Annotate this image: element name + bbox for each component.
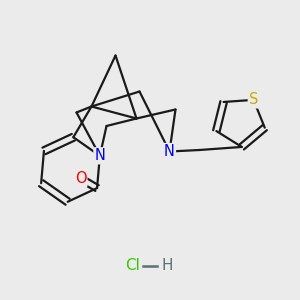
Text: N: N: [164, 144, 175, 159]
Text: S: S: [249, 92, 258, 107]
Text: Cl: Cl: [124, 258, 140, 273]
Text: N: N: [94, 148, 105, 163]
Text: H: H: [161, 258, 173, 273]
Text: O: O: [75, 171, 86, 186]
